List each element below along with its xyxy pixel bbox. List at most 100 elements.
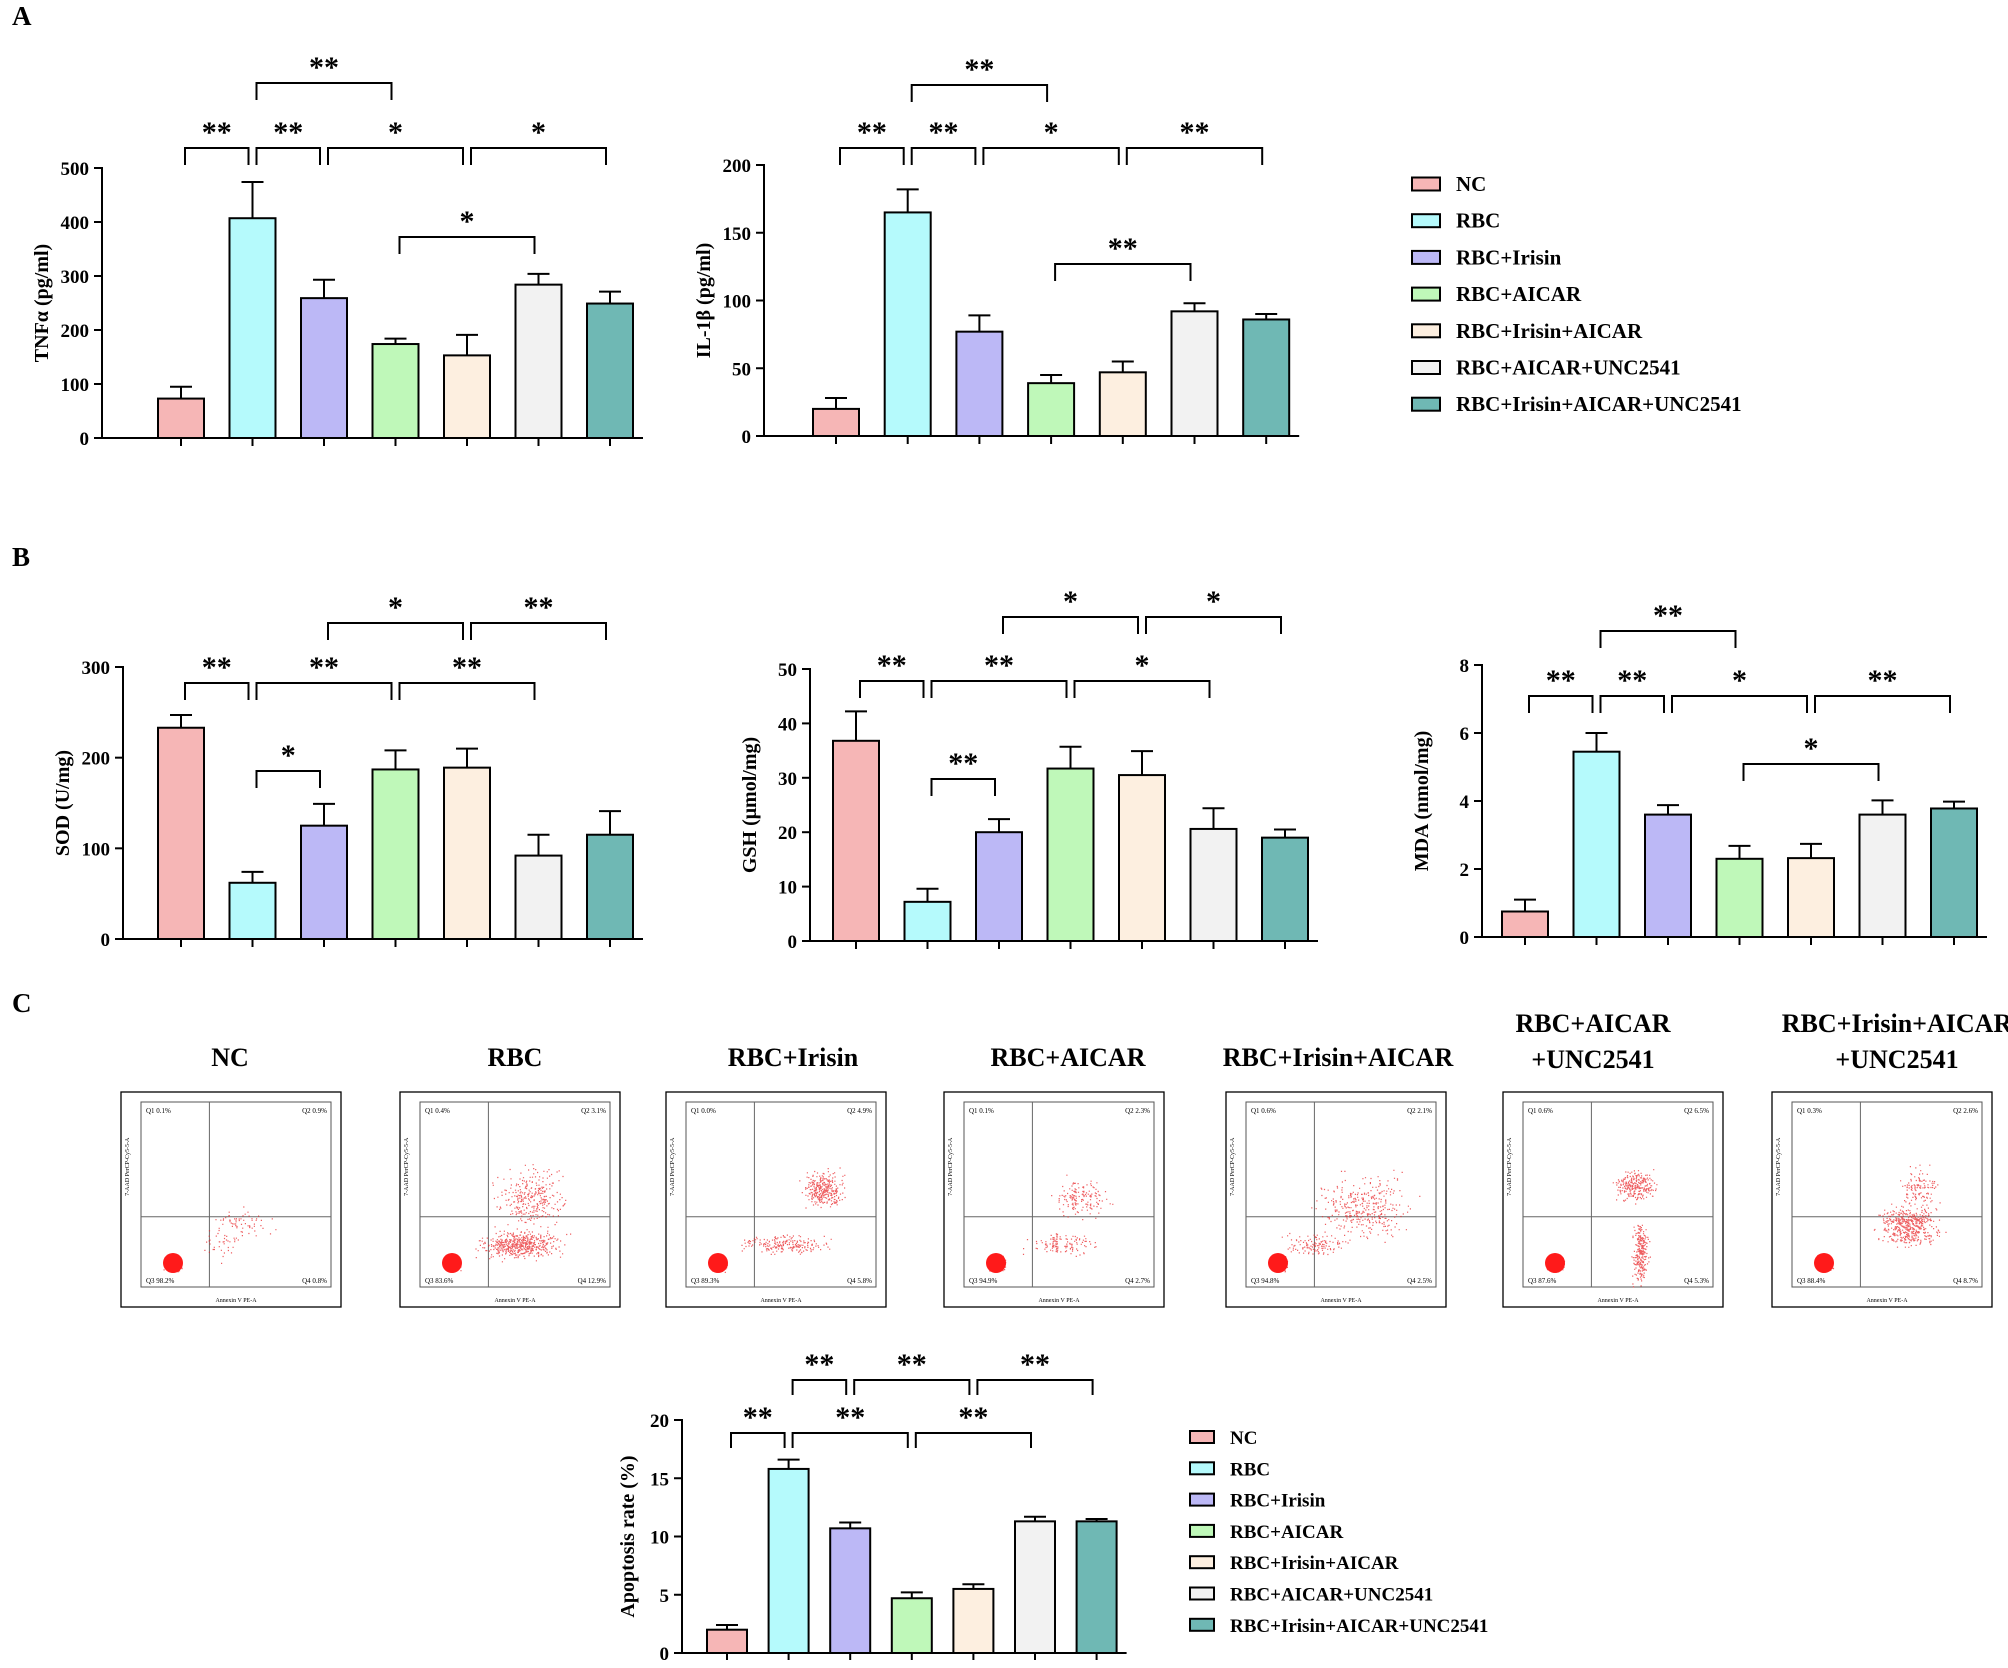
ytick-label-gsh-0: 0 [788,932,798,953]
flow-xlabel-6: Annexin V PE-A [1866,1298,1908,1304]
sig-bracket-il1b-4 [910,84,1049,102]
bar-tnf-4 [443,354,491,440]
ytick-label-mda-3: 6 [1460,724,1470,745]
sig-label-il1b-1: ** [929,116,959,149]
sig-label-il1b-5: ** [1108,232,1138,265]
flow-q2-2: Q2 4.9% [847,1107,872,1115]
legend-bottom-label-3: RBC+AICAR [1230,1522,1343,1543]
flow-xlabel-3: Annexin V PE-A [1038,1298,1080,1304]
flow-xlabel-2: Annexin V PE-A [760,1298,802,1304]
ytick-label-gsh-5: 50 [778,660,797,681]
bar-mda-5 [1858,813,1907,938]
flow-q2-3: Q2 2.3% [1125,1107,1150,1115]
flow-q4-3: Q4 2.7% [1125,1277,1150,1285]
flow-ylabel-6: 7-AAD PerCP-Cy5-5-A [1776,1137,1782,1196]
sig-label-sod-0: ** [202,651,232,684]
bar-mda-0 [1501,910,1549,938]
sig-bracket-apo-4 [853,1379,971,1395]
flow-q2-4: Q2 2.1% [1407,1107,1432,1115]
bar-il1b-4 [1098,371,1147,438]
legend-top-label-0: NC [1456,172,1486,196]
flow-axes-6 [1791,1101,1983,1288]
sig-label-tnf-5: * [460,205,475,238]
legend-bottom-swatch-1 [1189,1461,1215,1476]
flow-axes-4 [1245,1101,1437,1288]
ytick-label-mda-1: 2 [1460,860,1470,881]
sig-label-gsh-1: ** [984,649,1014,682]
legend-top-swatch-2 [1411,249,1441,265]
flow-events-4 [1269,1169,1421,1273]
sig-bracket-mda-4 [1599,630,1737,648]
ytick-label-il1b-3: 150 [723,224,752,245]
bar-apo-4 [952,1587,995,1655]
sig-label-apo-2: ** [958,1401,988,1434]
bar-apo-0 [706,1628,748,1654]
ytick-label-apo-4: 20 [650,1411,669,1432]
bar-apo-5 [1014,1520,1056,1654]
ytick-label-sod-0: 0 [101,930,111,951]
flow-q2-1: Q2 3.1% [581,1107,606,1115]
flow-q4-1: Q4 12.9% [578,1277,607,1285]
flow-title-4-0: RBC+Irisin+AICAR [1223,1043,1454,1072]
bar-gsh-2 [975,831,1023,943]
flow-main-population-5 [1545,1253,1565,1273]
bar-sod-4 [443,766,491,941]
sig-label-il1b-4: ** [964,53,994,86]
flow-axes-1 [419,1101,611,1288]
sig-bracket-sod-5 [255,770,321,788]
sig-bracket-tnf-5 [398,236,536,254]
flow-xlabel-1: Annexin V PE-A [494,1298,536,1304]
sig-bracket-mda-0 [1528,695,1594,713]
bar-il1b-1 [883,211,932,437]
sig-label-sod-3: * [388,591,403,624]
flow-main-population-6 [1814,1253,1834,1273]
ytick-label-gsh-1: 10 [778,878,797,899]
bar-apo-3 [890,1597,933,1654]
bar-mda-2 [1644,813,1692,938]
sig-label-mda-1: ** [1617,664,1647,697]
bar-apo-6 [1075,1520,1118,1654]
flow-ylabel-1: 7-AAD PerCP-Cy5-5-A [404,1137,410,1196]
sig-label-tnf-2: * [388,116,403,149]
ytick-label-tnf-4: 400 [61,213,90,234]
bar-sod-3 [371,768,420,940]
legend-bottom-label-5: RBC+AICAR+UNC2541 [1230,1585,1433,1606]
flow-title-2-0: RBC+Irisin [728,1043,859,1072]
legend-bottom-label-0: NC [1230,1428,1257,1449]
legend-top-swatch-0 [1411,176,1441,192]
legend-top-label-4: RBC+Irisin+AICAR [1456,319,1643,343]
sig-bracket-apo-5 [976,1379,1094,1395]
sig-label-apo-1: ** [835,1401,865,1434]
legend-bottom-swatch-0 [1189,1430,1215,1444]
flow-plot-1: RBC Q1 0.4% Q2 3.1% Q3 83.6% Q4 12.9% Annexin… [399,1043,621,1308]
flow-plot-4: RBC+Irisin+AICAR Q1 0.6% Q2 2.1% Q3 94.8% Q4… [1223,1043,1454,1308]
sig-bracket-tnf-2 [327,147,464,165]
sig-label-apo-3: ** [804,1348,834,1381]
sig-label-mda-0: ** [1546,664,1576,697]
flow-q3-4: Q3 94.8% [1251,1277,1280,1285]
bar-mda-6 [1930,807,1978,938]
ytick-label-mda-0: 0 [1460,928,1470,949]
sig-bracket-apo-3 [791,1379,848,1395]
bar-tnf-2 [300,297,348,440]
legend-top-swatch-3 [1411,286,1441,302]
flow-q1-3: Q1 0.1% [969,1107,994,1115]
sig-label-gsh-3: * [1063,585,1078,618]
sig-label-il1b-2: * [1044,116,1059,149]
ytick-label-mda-4: 8 [1460,656,1470,677]
sig-bracket-apo-2 [914,1432,1032,1448]
flow-q4-6: Q4 8.7% [1953,1277,1978,1285]
flow-title-6-0: RBC+Irisin+AICAR [1782,1009,2008,1038]
flow-main-population-1 [442,1253,462,1273]
sig-bracket-apo-1 [791,1432,909,1448]
ytick-label-mda-2: 4 [1460,792,1470,813]
sig-bracket-il1b-1 [910,147,977,165]
flow-q3-5: Q3 87.6% [1528,1277,1557,1285]
flow-ylabel-5: 7-AAD PerCP-Cy5-5-A [1507,1137,1513,1196]
legend-top-swatch-1 [1411,213,1441,229]
legend-top-swatch-5 [1411,360,1441,375]
sig-label-tnf-1: ** [273,116,303,149]
